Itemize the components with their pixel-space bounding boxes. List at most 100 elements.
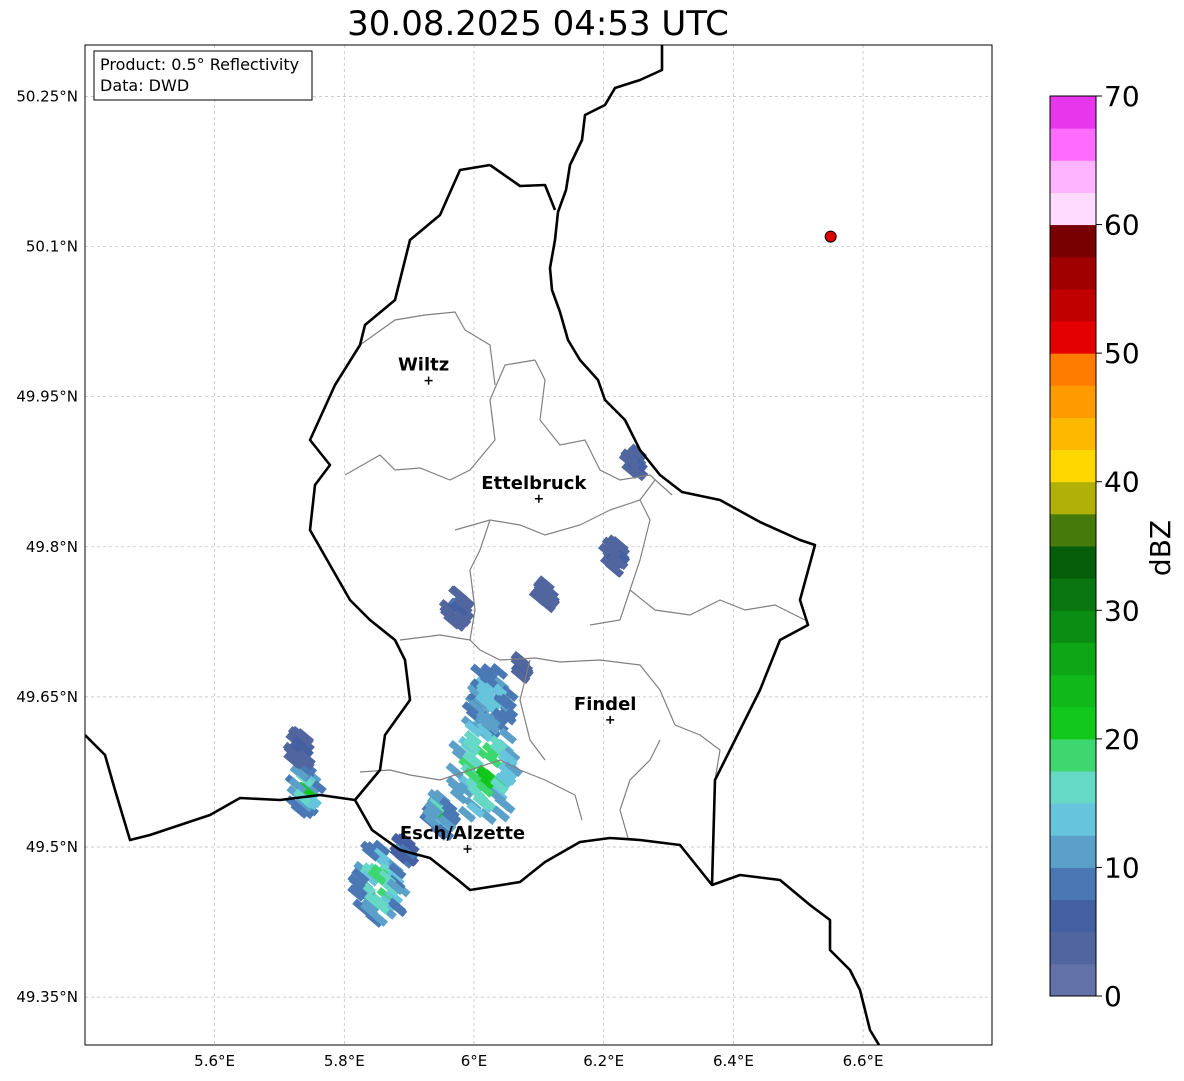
- echo-cell: [386, 878, 405, 896]
- echo-cell: [397, 832, 416, 849]
- city-label: Esch/Alzette: [400, 823, 525, 844]
- echo-cell: [462, 737, 481, 755]
- echo-cell: [608, 552, 627, 570]
- echo-cell: [466, 801, 485, 819]
- colorbar-swatch: [1050, 546, 1096, 579]
- echo-cell: [449, 787, 469, 805]
- colorbar-swatch: [1050, 481, 1096, 515]
- echo-cell: [489, 734, 508, 752]
- echo-cell: [283, 744, 302, 762]
- echo-cell: [384, 888, 404, 906]
- city-marker-icon: [463, 845, 472, 854]
- colorbar-swatch: [1050, 128, 1096, 161]
- city-label: Findel: [574, 694, 637, 715]
- info-box: Product: 0.5° Reflectivity Data: DWD: [93, 50, 313, 101]
- colorbar-swatch: [1050, 417, 1096, 451]
- echo-cell: [489, 662, 509, 680]
- echo-cell: [541, 587, 560, 605]
- echo-cell: [442, 807, 462, 825]
- colorbar-swatch: [1050, 642, 1096, 676]
- echo-cell: [360, 869, 380, 887]
- echo-cell: [367, 867, 387, 885]
- echo-cell: [453, 610, 472, 628]
- echo-cell: [462, 751, 481, 769]
- echo-cell: [493, 772, 512, 790]
- colorbar-tick-label: 40: [1104, 466, 1140, 499]
- echo-cell: [620, 448, 639, 466]
- colorbar-swatch: [1050, 835, 1096, 868]
- echo-cell: [490, 777, 509, 795]
- colorbar-swatch: [1050, 674, 1096, 708]
- colorbar-swatch: [1050, 963, 1096, 997]
- echo-cell: [601, 536, 620, 554]
- echo-cell: [445, 762, 464, 780]
- colorbar-swatch: [1050, 321, 1096, 354]
- x-tick-label: 5.6°E: [194, 1052, 235, 1070]
- echo-cell: [370, 893, 389, 911]
- echo-cell: [498, 693, 518, 711]
- echo-cell: [448, 585, 467, 603]
- echo-cell: [388, 900, 408, 918]
- colorbar-tick-label: 30: [1104, 594, 1140, 627]
- echo-cell: [288, 777, 307, 794]
- echo-cell: [502, 745, 521, 763]
- colorbar-tick-label: 50: [1104, 337, 1140, 370]
- city-label: Ettelbruck: [481, 473, 587, 494]
- echo-cell: [498, 727, 518, 745]
- y-tick-label: 49.65°N: [16, 688, 78, 706]
- city-marker-icon: [534, 494, 543, 503]
- colorbar-swatch: [1050, 160, 1096, 193]
- echo-cell: [465, 776, 484, 794]
- echo-cell: [290, 801, 309, 819]
- echo-cell: [500, 762, 519, 780]
- colorbar-swatch: [1050, 610, 1096, 643]
- echo-cell: [435, 823, 455, 841]
- echo-cell: [498, 748, 517, 766]
- echo-cell: [447, 614, 467, 632]
- echo-cell: [388, 862, 407, 880]
- echo-cell: [512, 667, 531, 685]
- x-tick-label: 5.8°E: [324, 1052, 365, 1070]
- colorbar-swatch: [1050, 353, 1096, 386]
- colorbar-swatch: [1050, 578, 1096, 611]
- echo-cell: [372, 847, 391, 865]
- echo-cell: [351, 867, 370, 885]
- echo-cell: [438, 815, 457, 833]
- echo-cell: [449, 601, 468, 619]
- colorbar-swatch: [1050, 513, 1096, 547]
- echo-cell: [349, 882, 369, 900]
- x-tick-label: 6°E: [461, 1052, 488, 1070]
- echo-cell: [453, 596, 472, 614]
- echo-cell: [628, 443, 648, 461]
- echo-cell: [361, 844, 380, 862]
- echo-cell: [476, 710, 495, 727]
- colorbar-label: dBZ: [1144, 520, 1177, 576]
- y-tick-label: 49.8°N: [26, 538, 78, 556]
- echo-cell: [480, 663, 499, 681]
- colorbar-swatch: [1050, 288, 1096, 322]
- y-tick-label: 49.95°N: [16, 388, 78, 406]
- colorbar-swatch: [1050, 771, 1096, 804]
- gridlines: [85, 45, 992, 1045]
- echo-cell: [372, 839, 391, 857]
- echo-cell: [376, 887, 395, 904]
- echo-cell: [536, 575, 555, 593]
- echo-cell: [491, 805, 511, 823]
- y-tick-label: 49.35°N: [16, 988, 78, 1006]
- colorbar-tick-label: 20: [1104, 723, 1140, 756]
- canton-borders: [344, 311, 806, 839]
- colorbar-swatch: [1050, 256, 1096, 290]
- y-tick-label: 50.1°N: [26, 238, 78, 256]
- city-marker-icon: [606, 715, 615, 724]
- echo-cell: [599, 555, 619, 573]
- colorbar-tick-label: 60: [1104, 209, 1140, 242]
- colorbar-tick-label: 10: [1104, 851, 1140, 884]
- echo-cell: [347, 873, 366, 891]
- echo-cell: [529, 588, 548, 606]
- echo-cell: [296, 753, 315, 771]
- echo-cell: [424, 800, 443, 818]
- echo-cell: [479, 671, 498, 688]
- info-source: Data: DWD: [100, 76, 189, 95]
